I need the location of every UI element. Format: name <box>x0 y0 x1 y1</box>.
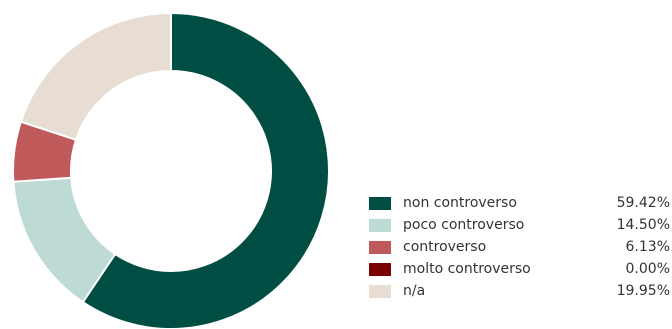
legend-label: non controverso <box>403 195 517 211</box>
legend-swatch-non-controverso <box>369 196 391 210</box>
legend-swatch-molto-controverso <box>369 262 391 276</box>
legend-swatch-controverso <box>369 240 391 254</box>
legend-label: controverso <box>403 239 487 255</box>
legend-label: poco controverso <box>403 217 525 233</box>
legend-value: 59.42% <box>616 195 670 211</box>
donut-slice-non-controverso <box>81 11 331 329</box>
legend-label: n/a <box>403 283 426 299</box>
donut-chart <box>12 11 331 329</box>
legend-value: 0.00% <box>625 261 670 277</box>
legend-value: 14.50% <box>616 217 670 233</box>
legend-item-molto-controverso: molto controverso 0.00% <box>369 258 670 280</box>
legend-label: molto controverso <box>403 261 531 277</box>
legend-swatch-n-a <box>369 284 391 298</box>
legend-swatch-poco-controverso <box>369 218 391 232</box>
donut-slice-n-a <box>19 11 172 142</box>
legend: non controverso 59.42% poco controverso … <box>369 192 670 302</box>
legend-item-poco-controverso: poco controverso 14.50% <box>369 214 670 236</box>
legend-value: 19.95% <box>616 283 670 299</box>
legend-value: 6.13% <box>625 239 670 255</box>
legend-item-controverso: controverso 6.13% <box>369 236 670 258</box>
legend-item-n-a: n/a 19.95% <box>369 280 670 302</box>
legend-item-non-controverso: non controverso 59.42% <box>369 192 670 214</box>
